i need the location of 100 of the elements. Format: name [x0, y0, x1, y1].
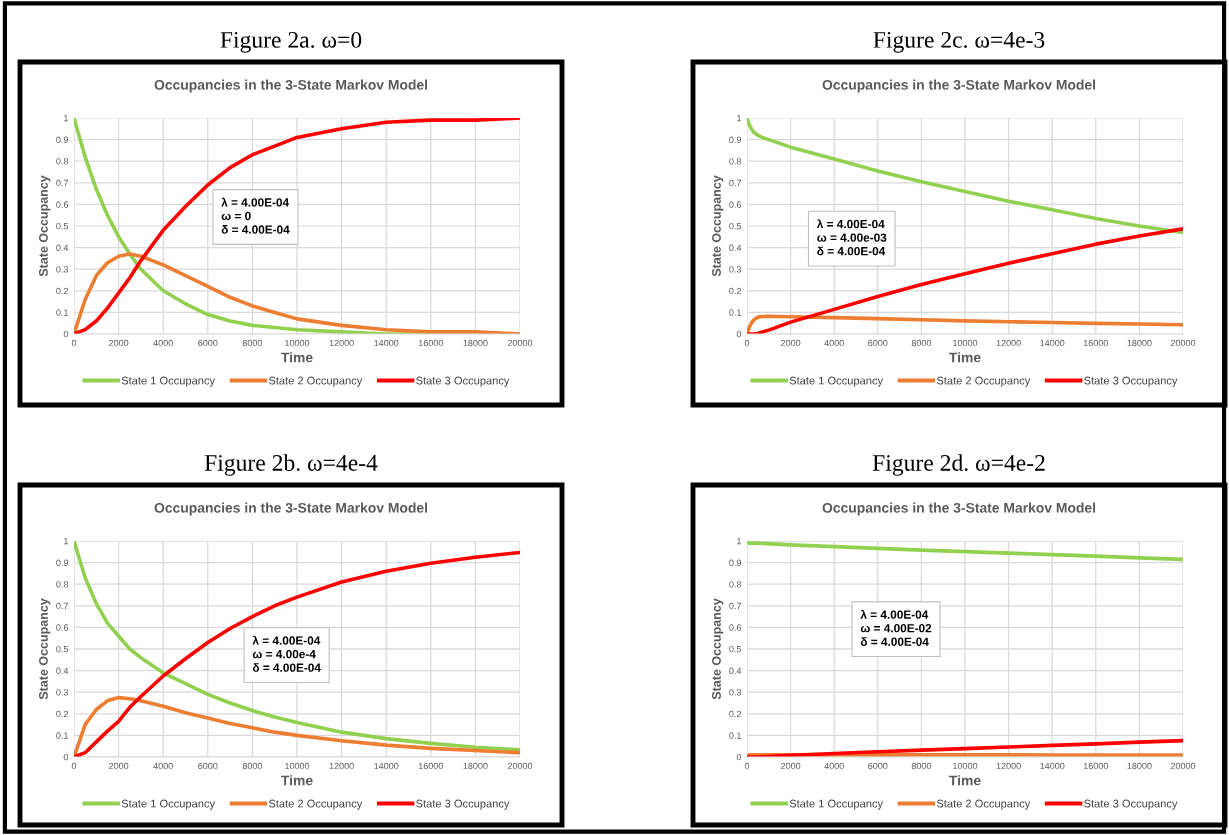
y-tick-label: 0.9 [729, 559, 742, 566]
y-tick-label: 0.1 [729, 732, 742, 739]
x-tick-label: 10000 [953, 762, 978, 770]
x-tick-label: 20000 [1170, 339, 1196, 347]
x-tick-label: 6000 [198, 762, 218, 770]
x-tick-label: 14000 [374, 339, 399, 347]
y-tick-label: 0.5 [729, 645, 742, 653]
chart-subtitle: Occupancies in the 3-State Markov Model [154, 502, 428, 516]
annotation: λ = 4.00E-04 ω = 4.00e-4 δ = 4.00E-04 [252, 635, 321, 672]
y-tick-label: 0.6 [729, 201, 742, 208]
y-tick-label: 1 [737, 115, 741, 122]
x-tick-label: 20000 [1170, 762, 1196, 770]
chart-subtitle: Occupancies in the 3-State Markov Model [822, 502, 1096, 516]
x-tick-label: 2000 [109, 339, 129, 347]
legend-label: State 2 Occupancy [936, 799, 1031, 810]
y-tick-label: 0.1 [56, 732, 69, 739]
y-tick-label: 0.7 [56, 179, 68, 187]
y-axis-title: State Occupancy [712, 598, 724, 700]
y-tick-label: 0.2 [729, 710, 741, 718]
chart-title: Figure 2b. ω=4e-4 [204, 454, 378, 476]
x-tick-label: 16000 [1083, 339, 1108, 347]
legend-label: State 2 Occupancy [936, 376, 1031, 387]
legend-label: State 2 Occupancy [268, 799, 363, 810]
x-tick-label: 10000 [953, 339, 978, 347]
legend-label: State 3 Occupancy [416, 799, 510, 810]
y-tick-label: 0.3 [56, 266, 69, 273]
y-tick-label: 1 [64, 538, 68, 545]
legend-label: State 3 Occupancy [416, 376, 510, 387]
legend-label: State 1 Occupancy [121, 799, 216, 810]
chart-title: Figure 2a. ω=0 [220, 31, 362, 53]
x-tick-label: 12000 [996, 339, 1021, 347]
y-tick-label: 0.3 [729, 689, 742, 696]
x-axis-title: Time [281, 352, 313, 363]
x-tick-label: 20000 [507, 762, 533, 770]
y-tick-label: 0 [736, 753, 742, 761]
y-tick-label: 0.4 [56, 244, 69, 251]
y-tick-label: 0.6 [56, 201, 69, 208]
y-tick-label: 1 [737, 538, 741, 545]
x-tick-label: 10000 [285, 762, 310, 770]
y-tick-label: 0.9 [729, 136, 742, 143]
y-tick-label: 0.4 [729, 244, 742, 251]
y-tick-label: 0.9 [56, 136, 69, 143]
y-tick-label: 0.8 [729, 581, 742, 588]
x-tick-label: 4000 [824, 339, 844, 347]
x-tick-label: 12000 [996, 762, 1021, 770]
x-tick-label: 16000 [418, 339, 443, 347]
chart-subtitle: Occupancies in the 3-State Markov Model [154, 79, 428, 93]
x-tick-label: 14000 [374, 762, 399, 770]
x-tick-label: 0 [744, 762, 750, 770]
x-tick-label: 2000 [781, 339, 801, 347]
x-tick-label: 4000 [153, 339, 173, 347]
y-tick-label: 0.4 [56, 667, 69, 674]
y-tick-label: 0.2 [56, 287, 68, 295]
x-tick-label: 14000 [1040, 339, 1065, 347]
legend-label: State 1 Occupancy [789, 799, 884, 810]
x-tick-label: 8000 [242, 339, 263, 347]
y-tick-label: 0.8 [729, 158, 742, 165]
x-tick-label: 12000 [329, 762, 354, 770]
y-tick-label: 0.3 [729, 266, 742, 273]
y-tick-label: 0.8 [56, 158, 69, 165]
x-tick-label: 0 [71, 339, 77, 347]
legend-label: State 2 Occupancy [268, 376, 363, 387]
y-axis-title: State Occupancy [39, 598, 51, 700]
chart-subtitle: Occupancies in the 3-State Markov Model [822, 79, 1096, 93]
x-tick-label: 10000 [285, 339, 310, 347]
y-tick-label: 0.2 [56, 710, 68, 718]
y-tick-label: 0.6 [729, 624, 742, 631]
y-tick-label: 0.1 [729, 309, 742, 316]
y-tick-label: 1 [64, 115, 68, 122]
x-axis-title: Time [281, 775, 313, 786]
annotation: λ = 4.00E-04 ω = 4.00E-02 δ = 4.00E-04 [860, 609, 932, 646]
x-tick-label: 20000 [507, 339, 533, 347]
y-tick-label: 0.6 [56, 624, 69, 631]
y-axis-title: State Occupancy [39, 175, 51, 277]
x-tick-label: 18000 [463, 762, 488, 770]
x-tick-label: 18000 [1127, 339, 1152, 347]
legend-label: State 3 Occupancy [1084, 799, 1178, 810]
chart-title: Figure 2c. ω=4e-3 [873, 31, 1045, 53]
y-axis-title: State Occupancy [712, 175, 724, 277]
legend-label: State 1 Occupancy [789, 376, 884, 387]
y-tick-label: 0.5 [729, 222, 742, 230]
x-tick-label: 12000 [329, 339, 354, 347]
x-tick-label: 4000 [824, 762, 844, 770]
x-tick-label: 8000 [911, 762, 932, 770]
x-tick-label: 14000 [1040, 762, 1065, 770]
chart-title: Figure 2d. ω=4e-2 [872, 454, 1045, 476]
y-tick-label: 0 [736, 330, 742, 338]
x-tick-label: 8000 [911, 339, 932, 347]
y-tick-label: 0.9 [56, 559, 69, 566]
x-tick-label: 2000 [109, 762, 129, 770]
y-tick-label: 0.3 [56, 689, 69, 696]
x-tick-label: 6000 [868, 339, 888, 347]
y-tick-label: 0 [63, 330, 69, 338]
y-tick-label: 0.2 [729, 287, 741, 295]
x-tick-label: 0 [71, 762, 77, 770]
x-tick-label: 16000 [1083, 762, 1108, 770]
y-tick-label: 0 [63, 753, 69, 761]
legend-label: State 1 Occupancy [121, 376, 216, 387]
legend-label: State 3 Occupancy [1084, 376, 1178, 387]
annotation: λ = 4.00E-04 ω = 0 δ = 4.00E-04 [221, 197, 290, 234]
